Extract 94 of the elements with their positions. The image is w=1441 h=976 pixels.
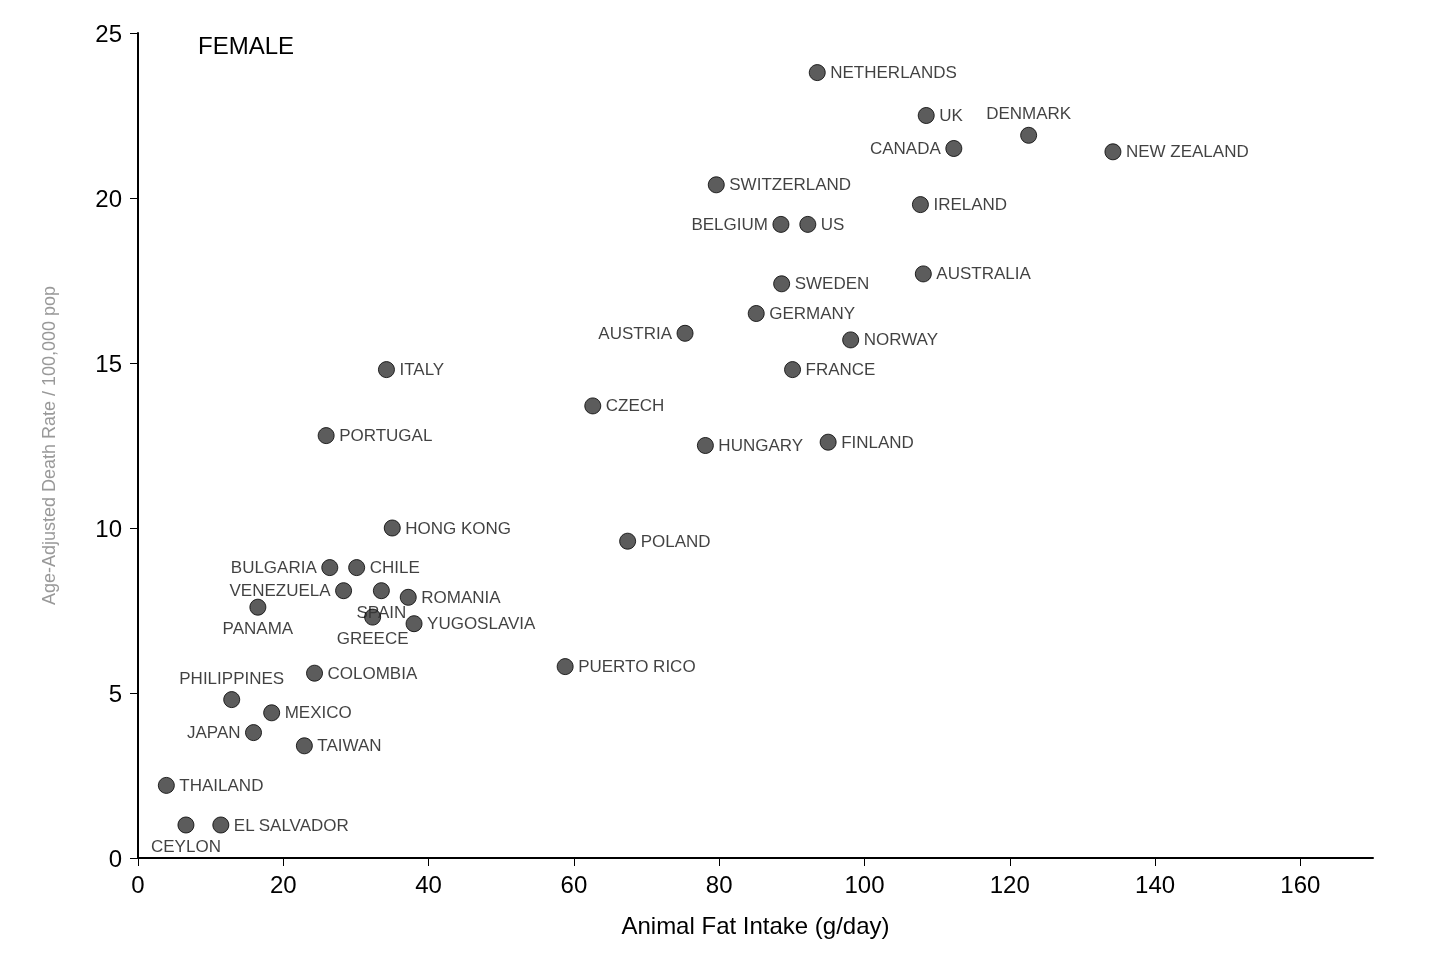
annotation: YUGOSLAVIA: [427, 614, 537, 634]
x-tick-label: 0: [131, 870, 145, 898]
x-tick-label: 100: [844, 870, 885, 898]
annotation: MEXICO: [284, 703, 352, 723]
point: [223, 691, 241, 709]
point: [584, 397, 602, 415]
point: [819, 433, 837, 451]
annotation: FRANCE: [805, 360, 876, 380]
point: [842, 331, 860, 349]
annotation: SWEDEN: [794, 274, 870, 294]
point: [676, 324, 694, 342]
point: [799, 215, 817, 233]
point: [249, 598, 267, 616]
annotation: PANAMA: [222, 619, 294, 639]
annotation: THAILAND: [179, 775, 264, 795]
annotation: HONG KONG: [405, 518, 512, 538]
annotation: CZECH: [605, 396, 665, 416]
x-tick-label: 120: [989, 870, 1030, 898]
annotation: JAPAN: [186, 723, 241, 743]
x-tick-label: 60: [560, 870, 588, 898]
x-tick-label: 40: [415, 870, 442, 898]
point: [405, 615, 423, 633]
point: [383, 519, 401, 537]
point: [1020, 126, 1038, 144]
point: [773, 275, 791, 293]
annotation: BULGARIA: [230, 558, 318, 578]
point: [372, 582, 390, 600]
annotation: CANADA: [869, 139, 942, 158]
point: [317, 427, 335, 445]
annotation: DENMARK: [986, 104, 1072, 124]
point: [335, 582, 353, 600]
annotation: NORWAY: [863, 330, 938, 350]
annotation: COLOMBIA: [327, 663, 418, 683]
x-tick-label: 140: [1135, 870, 1176, 898]
y-tick-label: 10: [95, 514, 122, 542]
point: [348, 559, 366, 577]
annotation: AUSTRIA: [598, 323, 673, 343]
point: [245, 724, 263, 742]
y-tick-label: 0: [108, 844, 122, 872]
annotation: CEYLON: [150, 837, 221, 856]
point: [696, 437, 714, 454]
annotation: PORTUGAL: [339, 426, 433, 446]
y-axis-title: Age-Adjusted Death Rate / 100,000 pop: [39, 285, 59, 606]
y-tick-label: 5: [108, 679, 122, 707]
point: [295, 737, 313, 755]
point: [306, 664, 324, 682]
point: [399, 588, 417, 606]
point: [747, 305, 765, 322]
point: [917, 107, 935, 124]
x-tick-label: 20: [269, 870, 297, 898]
point: [772, 215, 790, 233]
point: [707, 176, 725, 194]
point: [1104, 143, 1122, 161]
annotation: ITALY: [399, 360, 445, 380]
point: [911, 196, 929, 214]
annotation: IRELAND: [933, 195, 1008, 215]
annotation: TAIWAN: [317, 736, 382, 756]
annotation: ROMANIA: [421, 587, 502, 607]
point: [177, 816, 195, 834]
annotation: HUNGARY: [718, 436, 804, 455]
annotation: SWITZERLAND: [729, 175, 852, 195]
annotation: VENEZUELA: [229, 581, 332, 601]
point: [321, 559, 339, 577]
annotation: FINLAND: [841, 432, 914, 452]
annotation: NETHERLANDS: [830, 63, 957, 83]
point: [377, 361, 395, 379]
annotation: EL SALVADOR: [233, 815, 349, 835]
annotation: US: [820, 214, 845, 234]
chart-title: FEMALE: [198, 31, 295, 59]
point: [808, 64, 826, 82]
annotation: AUSTRALIA: [936, 264, 1032, 284]
y-tick-label: 20: [95, 184, 122, 212]
annotation: CHILE: [369, 558, 420, 578]
y-tick-label: 25: [95, 19, 122, 47]
annotation: PUERTO RICO: [578, 657, 696, 677]
annotation: POLAND: [640, 531, 711, 551]
annotation: GERMANY: [769, 304, 856, 323]
y-tick-label: 15: [95, 349, 122, 377]
x-tick-label: 160: [1280, 870, 1321, 898]
annotation: GREECE: [336, 629, 409, 649]
annotation: NEW ZEALAND: [1125, 142, 1249, 162]
annotation: UK: [939, 106, 964, 125]
annotation: PHILIPPINES: [179, 668, 285, 688]
point: [619, 532, 637, 550]
x-axis-title: Animal Fat Intake (g/day): [621, 911, 890, 939]
point: [157, 776, 175, 794]
point: [212, 816, 230, 834]
point: [263, 704, 281, 722]
x-tick-label: 80: [705, 870, 733, 898]
point: [945, 140, 963, 157]
point: [556, 658, 574, 676]
annotation: BELGIUM: [691, 214, 768, 234]
point: [914, 265, 932, 283]
point: [784, 361, 802, 379]
